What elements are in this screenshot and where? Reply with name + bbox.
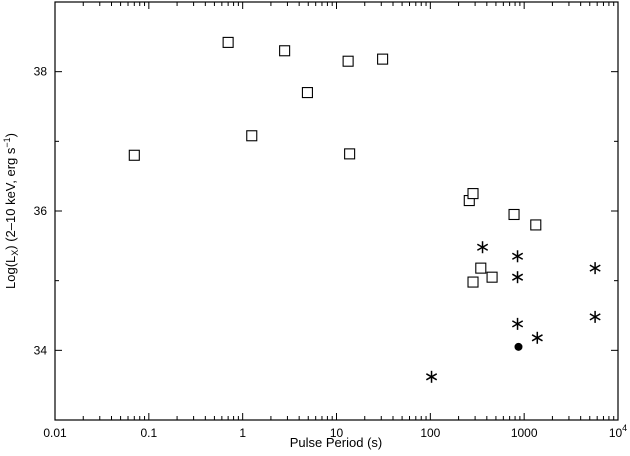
square-marker — [530, 219, 542, 231]
x-tick-label-text: 100 — [420, 426, 440, 440]
square-marker — [475, 262, 487, 274]
x-tick-label: 1000 — [511, 426, 538, 440]
square-marker — [377, 53, 389, 65]
square-marker — [467, 188, 479, 200]
x-tick-labels: 0.01 0.1 1 10 100 1000 104 — [43, 423, 627, 440]
square-marker — [222, 36, 234, 48]
square-marker — [246, 130, 258, 142]
x-tick-label-text: 1 — [239, 426, 246, 440]
y-tick-label: 36 — [34, 204, 48, 218]
square-marker — [486, 271, 498, 283]
y-tick-labels: 34 36 38 — [34, 65, 48, 358]
asterisk-stroke — [511, 320, 524, 328]
y-axis-label-part2: ) (2–10 keV, erg s — [3, 147, 18, 250]
x-tick-label: 100 — [420, 426, 440, 440]
x-tick-label: 0.01 — [43, 426, 67, 440]
y-axis-label-superscript: −1 — [2, 137, 12, 147]
asterisk-stroke — [511, 252, 524, 260]
square-marker — [342, 55, 354, 67]
axis-ticks — [54, 1, 618, 421]
square-marker — [279, 45, 291, 57]
asterisk-stroke — [589, 313, 601, 321]
square-marker — [344, 148, 356, 160]
y-tick-label: 34 — [34, 343, 48, 357]
square-marker — [128, 149, 140, 161]
filled-circle-marker — [514, 342, 523, 351]
asterisk-stroke — [589, 264, 601, 272]
x-tick-label: 10 — [330, 426, 344, 440]
asterisk-marker — [476, 241, 489, 254]
asterisk-marker — [511, 250, 524, 263]
asterisk-marker — [511, 271, 524, 284]
asterisk-stroke — [476, 243, 489, 251]
asterisk-marker — [531, 331, 543, 344]
y-tick-label: 38 — [34, 65, 48, 79]
y-axis-label-part3: ) — [3, 133, 18, 137]
x-tick-label: 1 — [239, 426, 246, 440]
x-tick-label-text: 10 — [609, 426, 623, 440]
asterisk-stroke — [531, 334, 543, 342]
asterisk-marker — [589, 310, 601, 323]
x-tick-label: 0.1 — [140, 426, 157, 440]
x-tick-label-superscript: 4 — [622, 423, 627, 433]
x-tick-label-text: 10 — [330, 426, 344, 440]
data-marks — [128, 36, 601, 383]
plot-frame — [54, 1, 619, 421]
asterisk-marker — [589, 262, 601, 275]
y-axis-label: Log(LX) (2–10 keV, erg s−1) — [2, 133, 20, 289]
square-marker — [467, 276, 479, 288]
asterisk-marker — [511, 317, 524, 330]
square-marker — [301, 87, 313, 99]
asterisk-marker — [425, 370, 438, 383]
x-axis-label: Pulse Period (s) — [290, 435, 382, 450]
x-tick-label: 104 — [609, 423, 627, 440]
square-marker — [508, 208, 520, 221]
asterisk-stroke — [511, 273, 524, 281]
x-tick-label-text: 0.01 — [43, 426, 67, 440]
y-axis-label-part1: Log(L — [3, 256, 18, 289]
x-tick-label-text: 0.1 — [140, 426, 157, 440]
y-axis-label-subscript: X — [10, 250, 20, 256]
x-tick-label-text: 1000 — [511, 426, 538, 440]
asterisk-stroke — [425, 373, 438, 381]
